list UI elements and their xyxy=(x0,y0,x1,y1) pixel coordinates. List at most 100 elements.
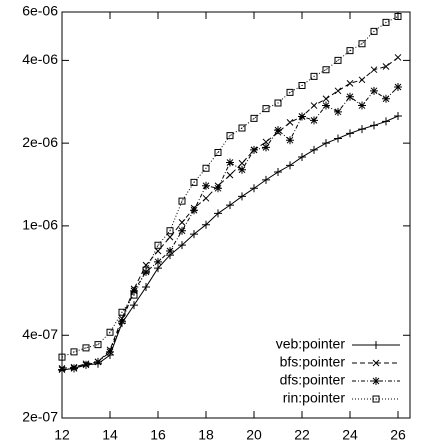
legend-label: rin:pointer xyxy=(283,390,346,406)
marker xyxy=(106,347,114,356)
marker xyxy=(118,317,126,326)
marker xyxy=(346,129,354,138)
marker xyxy=(178,197,186,205)
marker xyxy=(358,76,366,84)
marker xyxy=(370,66,378,74)
x-tick-label: 18 xyxy=(198,427,214,443)
marker xyxy=(394,54,402,61)
marker xyxy=(226,171,234,179)
marker xyxy=(94,357,102,366)
marker xyxy=(334,56,342,64)
marker xyxy=(202,220,210,229)
marker xyxy=(370,27,378,35)
plot-frame xyxy=(61,11,411,419)
marker xyxy=(190,178,198,186)
marker xyxy=(286,161,294,170)
marker xyxy=(106,328,114,336)
marker xyxy=(178,218,186,226)
marker xyxy=(346,80,354,87)
marker xyxy=(310,116,318,125)
series-line xyxy=(61,57,399,369)
marker xyxy=(370,86,378,95)
marker xyxy=(202,194,210,202)
marker xyxy=(214,184,222,193)
marker xyxy=(334,87,342,95)
series-line xyxy=(61,16,399,358)
x-tick-label: 20 xyxy=(246,427,262,443)
marker xyxy=(262,138,270,146)
marker xyxy=(130,286,138,295)
marker xyxy=(394,83,402,92)
marker xyxy=(358,125,366,134)
legend-marker xyxy=(372,341,380,349)
marker xyxy=(334,134,342,143)
marker xyxy=(82,360,90,369)
x-tick-label: 24 xyxy=(342,427,358,443)
marker xyxy=(322,95,330,103)
y-tick-label: 2e-06 xyxy=(22,134,58,150)
x-tick-label: 16 xyxy=(150,427,166,443)
marker xyxy=(214,209,222,218)
marker xyxy=(286,88,294,96)
marker xyxy=(370,121,378,130)
marker xyxy=(358,101,366,110)
y-tick-label: 6e-06 xyxy=(22,3,58,19)
legend-label: veb:pointer xyxy=(276,336,346,352)
marker xyxy=(142,283,150,292)
marker xyxy=(250,184,258,193)
marker xyxy=(250,145,258,154)
marker xyxy=(214,148,222,156)
marker xyxy=(226,201,234,210)
marker xyxy=(166,247,174,256)
marker xyxy=(394,12,402,20)
marker xyxy=(190,206,198,215)
series-line xyxy=(61,115,399,371)
marker xyxy=(274,99,282,107)
marker xyxy=(310,145,318,154)
marker xyxy=(322,101,330,110)
marker xyxy=(286,136,294,145)
marker xyxy=(130,301,138,310)
marker xyxy=(238,165,246,174)
marker xyxy=(382,63,390,70)
marker xyxy=(118,308,126,316)
marker xyxy=(166,227,174,235)
legend-marker xyxy=(372,377,380,385)
marker xyxy=(382,94,390,103)
legend-marker xyxy=(372,359,380,367)
marker xyxy=(178,226,186,235)
marker xyxy=(274,126,282,135)
marker xyxy=(310,72,318,80)
y-tick-label: 4e-06 xyxy=(22,51,58,67)
marker xyxy=(274,168,282,177)
marker xyxy=(382,117,390,126)
marker xyxy=(310,102,318,109)
marker xyxy=(202,164,210,172)
marker xyxy=(190,230,198,239)
marker xyxy=(130,291,138,299)
series-line xyxy=(61,86,399,371)
marker xyxy=(58,365,66,374)
y-tick-label: 2e-07 xyxy=(22,409,58,425)
marker xyxy=(238,159,246,167)
marker xyxy=(70,364,78,373)
marker xyxy=(142,267,150,276)
legend-marker xyxy=(372,395,380,403)
marker xyxy=(226,132,234,140)
legend-label: bfs:pointer xyxy=(280,354,346,370)
marker xyxy=(154,241,162,249)
x-tick-label: 12 xyxy=(54,427,70,443)
marker xyxy=(262,175,270,184)
marker xyxy=(94,341,102,349)
marker xyxy=(298,153,306,162)
marker xyxy=(226,158,234,167)
marker xyxy=(286,119,294,126)
marker xyxy=(178,241,186,250)
x-tick-label: 14 xyxy=(102,427,118,443)
y-tick-label: 1e-06 xyxy=(22,217,58,233)
marker xyxy=(58,353,66,361)
marker xyxy=(238,192,246,201)
marker xyxy=(262,105,270,113)
marker xyxy=(166,233,174,241)
